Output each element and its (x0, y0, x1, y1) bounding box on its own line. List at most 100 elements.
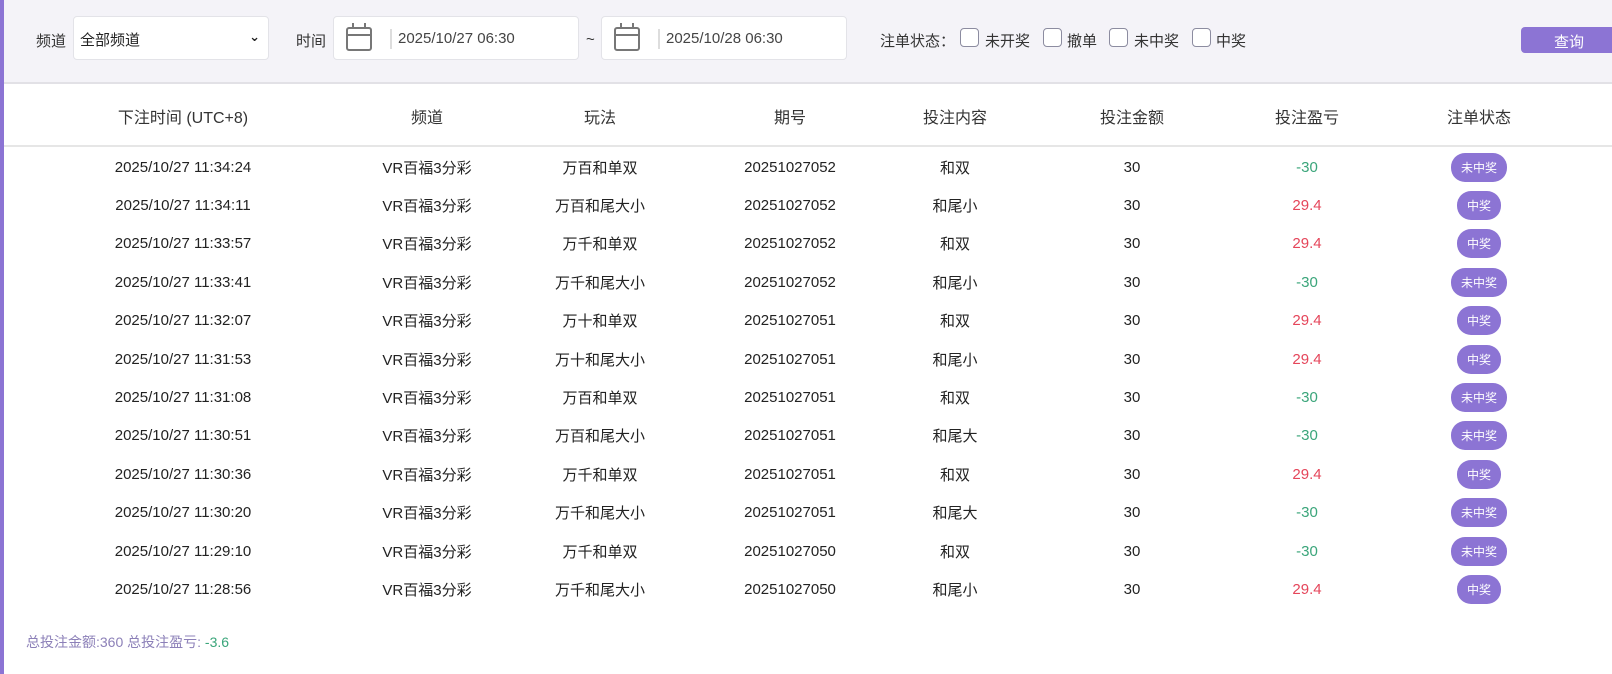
table-cell: 29.4 (1292, 196, 1322, 214)
table-cell: 29.4 (1292, 580, 1322, 598)
status-badge: 中奖 (1456, 574, 1501, 604)
column-header: 投注金额 (1099, 109, 1164, 127)
checkbox-label: 未中奖 (1134, 33, 1180, 50)
status-cell: 中奖 (1388, 229, 1570, 259)
table-cell: 20251027052 (744, 273, 836, 291)
channel-select[interactable]: 全部频道 ⌄ (73, 16, 269, 60)
end-date-input[interactable]: 2025/10/28 06:30 (601, 16, 847, 60)
table-cell: 万十和单双 (562, 313, 638, 331)
table-cell: 2025/10/27 11:34:24 (114, 158, 252, 176)
status-cell: 未中奖 (1388, 382, 1570, 412)
checkbox-won[interactable] (1192, 28, 1211, 47)
status-cell: 未中奖 (1388, 152, 1570, 182)
left-accent-bar (0, 0, 4, 674)
table-cell: 30 (1123, 427, 1141, 445)
status-badge: 中奖 (1456, 306, 1501, 336)
table-cell: 2025/10/27 11:30:51 (114, 427, 252, 445)
table-cell: 2025/10/27 11:33:41 (114, 273, 252, 291)
table-cell: 20251027051 (744, 427, 836, 445)
status-cell: 中奖 (1388, 574, 1570, 604)
table-row: 2025/10/27 11:28:56 VR百福3分彩 万千和尾大小 20251027… (4, 570, 1612, 608)
table-cell: -30 (1296, 158, 1318, 176)
table-cell: 和双 (939, 466, 970, 484)
table-cell: VR百福3分彩 (382, 581, 472, 599)
table-cell: VR百福3分彩 (382, 505, 472, 523)
table-row: 2025/10/27 11:31:53 VR百福3分彩 万十和尾大小 20251027… (4, 340, 1612, 378)
checkbox-lost[interactable] (1109, 28, 1128, 47)
table-row: 2025/10/27 11:29:10 VR百福3分彩 万千和单双 202510270… (4, 532, 1612, 570)
status-cell: 未中奖 (1388, 421, 1570, 451)
table-cell: 和双 (939, 159, 970, 177)
table-cell: 万千和尾大小 (554, 505, 645, 523)
start-date-input[interactable]: 2025/10/27 06:30 (333, 16, 579, 60)
summary: 总投注金额:360 总投注盈亏: -3.6 (26, 632, 229, 652)
table-cell: 和双 (939, 236, 970, 254)
query-button[interactable]: 查询 (1521, 27, 1612, 53)
table-cell: 和尾小 (932, 581, 978, 599)
table-row: 2025/10/27 11:33:57 VR百福3分彩 万千和单双 202510270… (4, 225, 1612, 263)
table-cell: 20251027051 (744, 388, 836, 406)
table-cell: 20251027051 (744, 350, 836, 368)
checkbox-label: 中奖 (1216, 33, 1247, 50)
table-cell: 20251027052 (744, 196, 836, 214)
table-cell: -30 (1296, 273, 1318, 291)
table-cell: VR百福3分彩 (382, 543, 472, 561)
status-badge: 未中奖 (1450, 267, 1507, 297)
checkbox-not-drawn[interactable] (960, 28, 979, 47)
status-badge: 中奖 (1456, 190, 1501, 220)
table-row: 2025/10/27 11:32:07 VR百福3分彩 万十和单双 202510270… (4, 302, 1612, 340)
status-badge: 中奖 (1456, 229, 1501, 259)
table-cell: 30 (1123, 542, 1141, 560)
status-badge: 中奖 (1456, 459, 1501, 489)
checkbox-label: 未开奖 (985, 33, 1031, 50)
table-row: 2025/10/27 11:30:51 VR百福3分彩 万百和尾大小 20251027… (4, 417, 1612, 455)
chevron-down-icon: ⌄ (249, 29, 260, 44)
table-cell: VR百福3分彩 (382, 236, 472, 254)
total-pl: -3.6 (204, 634, 230, 650)
table-cell: 和尾大 (932, 428, 978, 446)
table-cell: 万千和单双 (562, 236, 638, 254)
table-cell: 20251027051 (744, 312, 836, 330)
table-row: 2025/10/27 11:34:11 VR百福3分彩 万百和尾大小 20251027… (4, 186, 1612, 224)
table-cell: 2025/10/27 11:30:36 (114, 465, 252, 483)
status-cell: 未中奖 (1388, 498, 1570, 528)
table-cell: 30 (1123, 388, 1141, 406)
table-cell: VR百福3分彩 (382, 274, 472, 292)
table-cell: 29.4 (1292, 465, 1322, 483)
time-label: 时间 (296, 33, 327, 50)
table-cell: 20251027052 (744, 158, 836, 176)
table-cell: 30 (1123, 235, 1141, 253)
table-cell: VR百福3分彩 (382, 197, 472, 215)
table-cell: 2025/10/27 11:29:10 (114, 542, 252, 560)
table-row: 2025/10/27 11:31:08 VR百福3分彩 万百和单双 202510270… (4, 378, 1612, 416)
table-cell: 2025/10/27 11:28:56 (114, 580, 252, 598)
status-badge: 未中奖 (1450, 152, 1507, 182)
total-pl-label: 总投注盈亏: (127, 634, 202, 650)
table-cell: 30 (1123, 312, 1141, 330)
end-date-value: 2025/10/28 06:30 (666, 30, 783, 47)
table-cell: 万千和尾大小 (554, 581, 645, 599)
checkbox-cancelled[interactable] (1043, 28, 1062, 47)
table-cell: VR百福3分彩 (382, 159, 472, 177)
table-cell: -30 (1296, 504, 1318, 522)
status-badge: 中奖 (1456, 344, 1501, 374)
table-cell: 30 (1123, 580, 1141, 598)
total-label: 总投注金额: (26, 634, 100, 650)
status-badge: 未中奖 (1450, 536, 1507, 566)
table-cell: 万千和单双 (562, 543, 638, 561)
table-cell: 30 (1123, 504, 1141, 522)
table-cell: 万千和单双 (562, 466, 638, 484)
table-cell: 30 (1123, 196, 1141, 214)
channel-label: 频道 (36, 33, 67, 50)
table-header: 下注时间 (UTC+8) 频道 玩法 期号 投注内容 投注金额 投注盈亏 注单状态 (4, 86, 1612, 147)
status-badge: 未中奖 (1450, 498, 1507, 528)
table-cell: 和尾小 (932, 274, 978, 292)
status-badge: 未中奖 (1450, 421, 1507, 451)
status-cell: 未中奖 (1388, 536, 1570, 566)
table-cell: 30 (1123, 350, 1141, 368)
table-cell: 2025/10/27 11:34:11 (115, 196, 251, 214)
status-label: 注单状态： (880, 33, 956, 50)
channel-value: 全部频道 (80, 32, 141, 49)
checkbox-label: 撤单 (1067, 33, 1098, 50)
table-cell: VR百福3分彩 (382, 466, 472, 484)
